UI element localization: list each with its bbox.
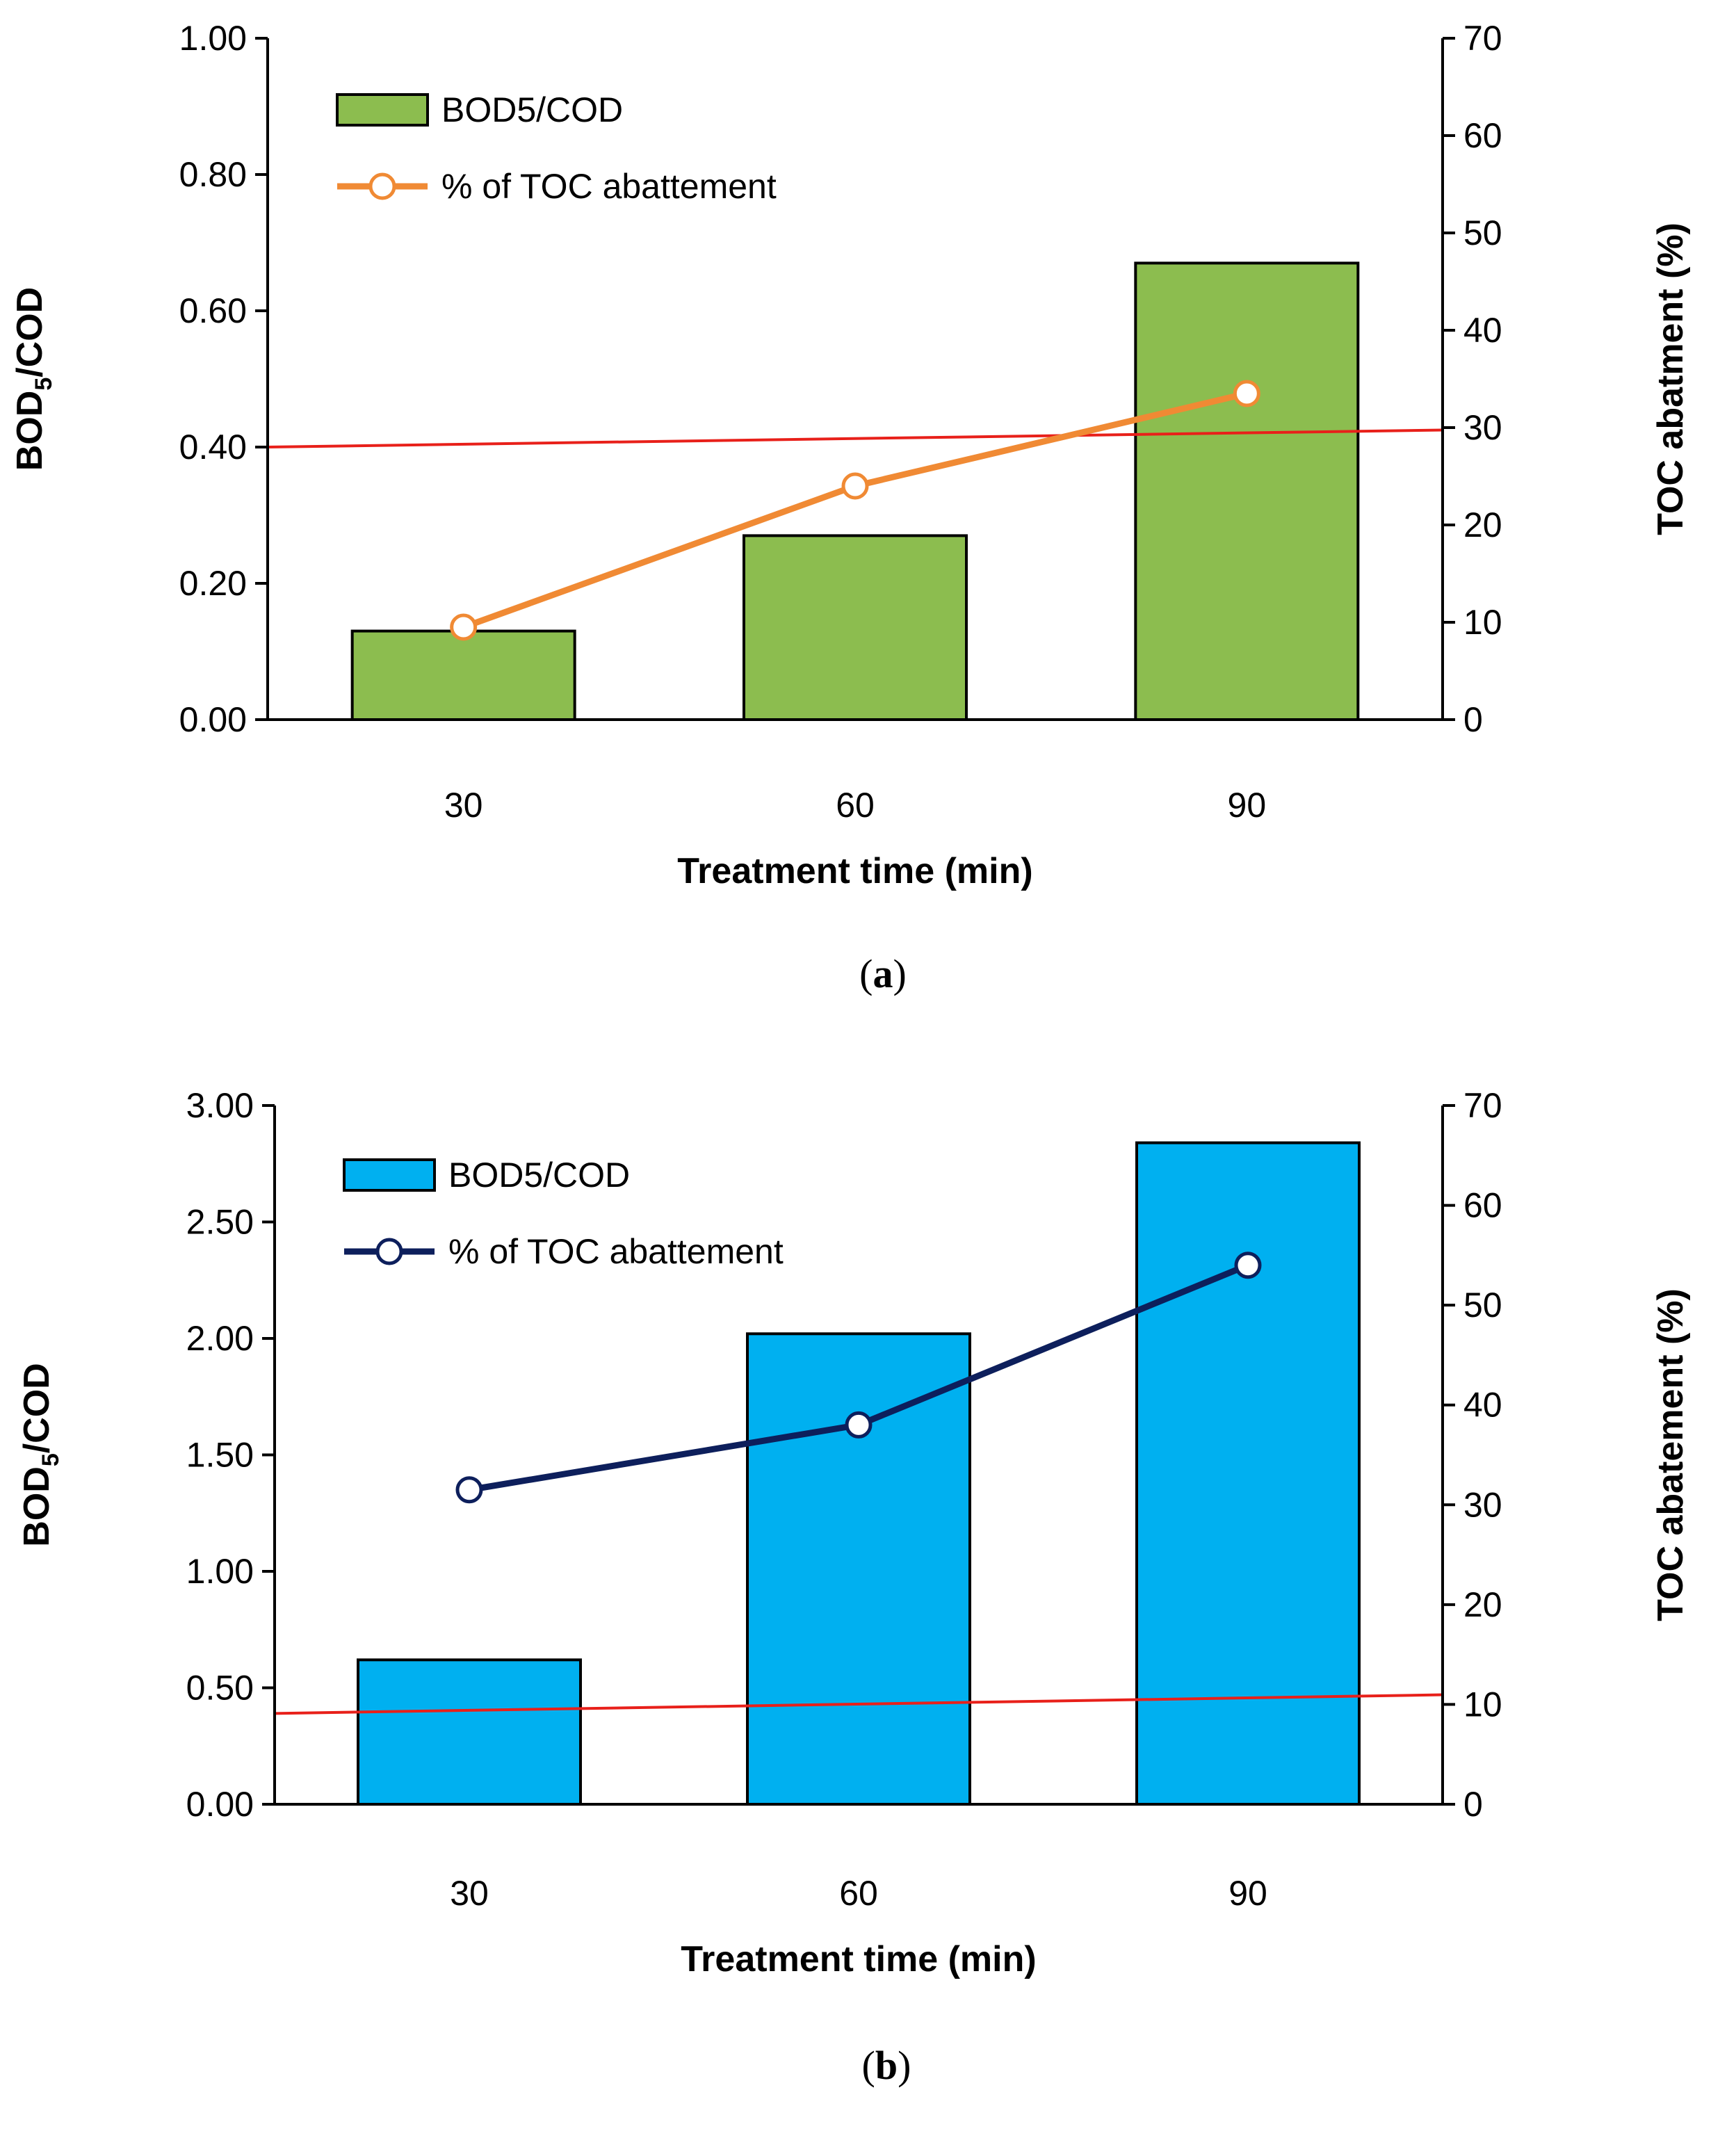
- right-tick-label: 40: [1463, 311, 1502, 350]
- reference-line: [267, 428, 1443, 448]
- bar-60: [743, 534, 968, 722]
- left-tick-label: 0.60: [179, 291, 247, 330]
- right-tick-label: 50: [1463, 213, 1502, 252]
- x-tick-label: 60: [836, 786, 875, 825]
- bar-30: [350, 629, 576, 721]
- left-axis-title-main: BOD: [17, 1466, 57, 1547]
- legend-bar-label: BOD5/COD: [441, 90, 623, 129]
- x-axis-title: Treatment time (min): [681, 1939, 1036, 1979]
- left-axis-title-subscript: 5: [31, 378, 57, 391]
- bar-90: [1135, 1141, 1361, 1806]
- left-tick-label: 1.00: [179, 19, 247, 58]
- left-tick-label: 2.00: [186, 1319, 254, 1358]
- left-tick-label: 1.00: [186, 1552, 254, 1591]
- legend-bar-swatch: [336, 93, 429, 127]
- right-tick-label: 60: [1463, 1186, 1502, 1225]
- x-tick-label: 90: [1228, 786, 1267, 825]
- x-tick-label: 60: [839, 1874, 878, 1913]
- legend-line-marker: [375, 1238, 403, 1265]
- panel-label-open: (: [862, 2043, 875, 2088]
- chart-panel-b: 0.00 0.50 1.00 1.50 2.00 2.50 3.00 0 10 20 30 40 50 6…: [17, 1086, 1691, 2088]
- left-tick-label: 0.20: [179, 564, 247, 603]
- legend-line-label: % of TOC abattement: [448, 1232, 784, 1271]
- panel-label-close: ): [893, 951, 907, 996]
- toc-point-90: [1233, 380, 1260, 407]
- x-tick-label: 90: [1228, 1874, 1267, 1913]
- left-axis-title-subscript: 5: [38, 1453, 64, 1466]
- panel-label: (b): [862, 2043, 911, 2088]
- right-tick-label: 20: [1463, 1585, 1502, 1624]
- legend-line-marker: [368, 172, 396, 200]
- right-tick-label: 50: [1463, 1286, 1502, 1325]
- right-tick-label: 0: [1463, 1785, 1483, 1824]
- x-axis-title: Treatment time (min): [677, 851, 1032, 891]
- right-tick-label: 70: [1463, 19, 1502, 58]
- right-tick-label: 20: [1463, 505, 1502, 544]
- left-tick-label: 0.00: [186, 1785, 254, 1824]
- bar-30: [357, 1658, 582, 1806]
- panel-label-open: (: [859, 951, 873, 996]
- right-tick-label: 0: [1463, 700, 1483, 739]
- toc-point-90: [1234, 1252, 1262, 1279]
- right-tick-label: 60: [1463, 116, 1502, 155]
- left-tick-label: 2.50: [186, 1203, 254, 1242]
- left-tick-label: 0.80: [179, 155, 247, 194]
- right-tick-label: 30: [1463, 408, 1502, 447]
- left-tick-label: 0.40: [179, 428, 247, 467]
- left-tick-label: 3.00: [186, 1086, 254, 1125]
- left-tick-label: 1.50: [186, 1436, 254, 1475]
- right-tick-label: 30: [1463, 1485, 1502, 1524]
- left-axis-title-rest: /COD: [10, 287, 50, 378]
- x-tick-label: 30: [444, 786, 483, 825]
- left-tick-label: 0.50: [186, 1669, 254, 1708]
- toc-point-30: [450, 613, 478, 641]
- toc-point-60: [845, 1411, 873, 1439]
- toc-point-60: [841, 472, 869, 500]
- panel-label: (a): [859, 951, 907, 996]
- left-axis-title-rest: /COD: [17, 1363, 57, 1453]
- reference-line: [274, 1693, 1443, 1715]
- toc-point-30: [455, 1476, 483, 1504]
- right-tick-label: 70: [1463, 1086, 1502, 1125]
- right-tick-label: 10: [1463, 1685, 1502, 1724]
- legend-bar-label: BOD5/COD: [448, 1156, 630, 1194]
- right-tick-label: 10: [1463, 603, 1502, 642]
- bar-60: [746, 1332, 971, 1806]
- panel-label-letter: b: [875, 2043, 898, 2088]
- bar-90: [1134, 261, 1360, 721]
- legend-bar-swatch: [343, 1158, 436, 1192]
- right-axis-title: TOC abatment (%): [1650, 222, 1691, 535]
- legend-line-label: % of TOC abattement: [441, 167, 777, 206]
- left-axis-title-main: BOD: [10, 391, 50, 471]
- chart-panel-a: 0.00 0.20 0.40 0.60 0.80 1.00 0 10 20 30 40 50 60 70 3…: [10, 19, 1691, 996]
- x-tick-label: 30: [450, 1874, 489, 1913]
- panel-label-letter: a: [873, 951, 893, 996]
- panel-label-close: ): [898, 2043, 911, 2088]
- left-tick-label: 0.00: [179, 700, 247, 739]
- right-tick-label: 40: [1463, 1386, 1502, 1425]
- left-axis-title: BOD5/COD: [17, 1363, 64, 1546]
- left-axis-title: BOD5/COD: [10, 287, 57, 471]
- right-axis-title: TOC abatement (%): [1650, 1288, 1691, 1621]
